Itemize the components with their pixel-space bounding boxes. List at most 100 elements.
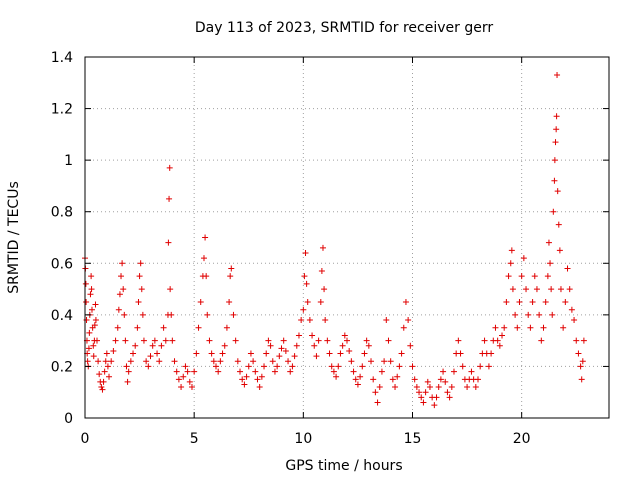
data-point: [278, 345, 285, 352]
data-point: [124, 378, 131, 385]
data-point: [237, 368, 244, 375]
data-point: [217, 358, 224, 365]
data-point: [245, 363, 252, 370]
data-point: [389, 376, 396, 383]
data-point: [577, 363, 584, 370]
data-point: [84, 358, 91, 365]
data-point: [121, 311, 128, 318]
data-point: [282, 347, 289, 354]
data-point: [151, 337, 158, 344]
data-point: [579, 358, 586, 365]
data-point: [536, 311, 543, 318]
data-point: [335, 363, 342, 370]
data-point: [555, 221, 562, 228]
data-point: [143, 358, 150, 365]
data-point: [531, 273, 538, 280]
data-point: [289, 363, 296, 370]
data-point: [575, 350, 582, 357]
data-point: [166, 164, 173, 171]
data-point: [261, 363, 268, 370]
data-point: [258, 373, 265, 380]
data-point: [422, 389, 429, 396]
data-point: [120, 286, 127, 293]
data-point: [352, 376, 359, 383]
data-point: [566, 286, 573, 293]
data-point: [381, 358, 388, 365]
data-point: [318, 268, 325, 275]
data-point: [304, 298, 311, 305]
data-point: [173, 368, 180, 375]
data-point: [339, 342, 346, 349]
data-point: [263, 350, 270, 357]
data-point: [328, 363, 335, 370]
data-point: [350, 368, 357, 375]
data-point: [193, 350, 200, 357]
data-point: [82, 280, 89, 287]
data-point: [435, 384, 442, 391]
data-point: [88, 273, 95, 280]
data-point: [147, 353, 154, 360]
data-point: [411, 376, 418, 383]
data-point: [357, 373, 364, 380]
data-point: [413, 384, 420, 391]
data-point: [160, 324, 167, 331]
data-point: [115, 306, 122, 313]
data-point: [544, 273, 551, 280]
y-tick-label: 0.6: [51, 256, 73, 272]
data-point: [387, 358, 394, 365]
data-point: [578, 376, 585, 383]
data-point: [494, 337, 501, 344]
data-point: [250, 358, 257, 365]
data-point: [301, 273, 308, 280]
data-point: [219, 350, 226, 357]
data-point: [114, 324, 121, 331]
data-point: [365, 342, 372, 349]
data-point: [562, 298, 569, 305]
data-point: [455, 337, 462, 344]
data-point: [433, 394, 440, 401]
data-point: [232, 337, 239, 344]
data-point: [553, 126, 560, 133]
data-point: [324, 337, 331, 344]
data-point: [90, 342, 97, 349]
data-point: [182, 363, 189, 370]
y-tick-label: 0.8: [51, 205, 73, 221]
data-point: [551, 157, 558, 164]
data-point: [156, 358, 163, 365]
data-point: [398, 350, 405, 357]
x-tick-label: 10: [294, 431, 312, 447]
data-point: [322, 317, 329, 324]
data-point: [91, 322, 98, 329]
data-point: [525, 311, 532, 318]
data-point: [99, 386, 106, 393]
data-point: [319, 244, 326, 251]
data-point: [239, 376, 246, 383]
data-point: [405, 317, 412, 324]
data-point: [392, 384, 399, 391]
data-point: [533, 286, 540, 293]
data-point: [228, 265, 235, 272]
data-point: [481, 337, 488, 344]
data-point: [306, 317, 313, 324]
data-point: [409, 363, 416, 370]
data-point: [431, 402, 438, 409]
data-point: [119, 260, 126, 267]
data-point: [138, 286, 145, 293]
data-point: [501, 324, 508, 331]
data-point: [149, 342, 156, 349]
data-point: [317, 298, 324, 305]
data-point: [344, 337, 350, 344]
data-point: [383, 317, 390, 324]
data-point: [92, 317, 99, 324]
data-point: [556, 247, 563, 254]
data-point: [103, 350, 110, 357]
data-point: [122, 337, 129, 344]
data-point: [315, 337, 322, 344]
data-point: [553, 113, 560, 120]
data-point: [145, 363, 152, 370]
data-point: [477, 363, 484, 370]
data-point: [523, 286, 530, 293]
data-point: [230, 311, 237, 318]
data-point: [154, 350, 161, 357]
